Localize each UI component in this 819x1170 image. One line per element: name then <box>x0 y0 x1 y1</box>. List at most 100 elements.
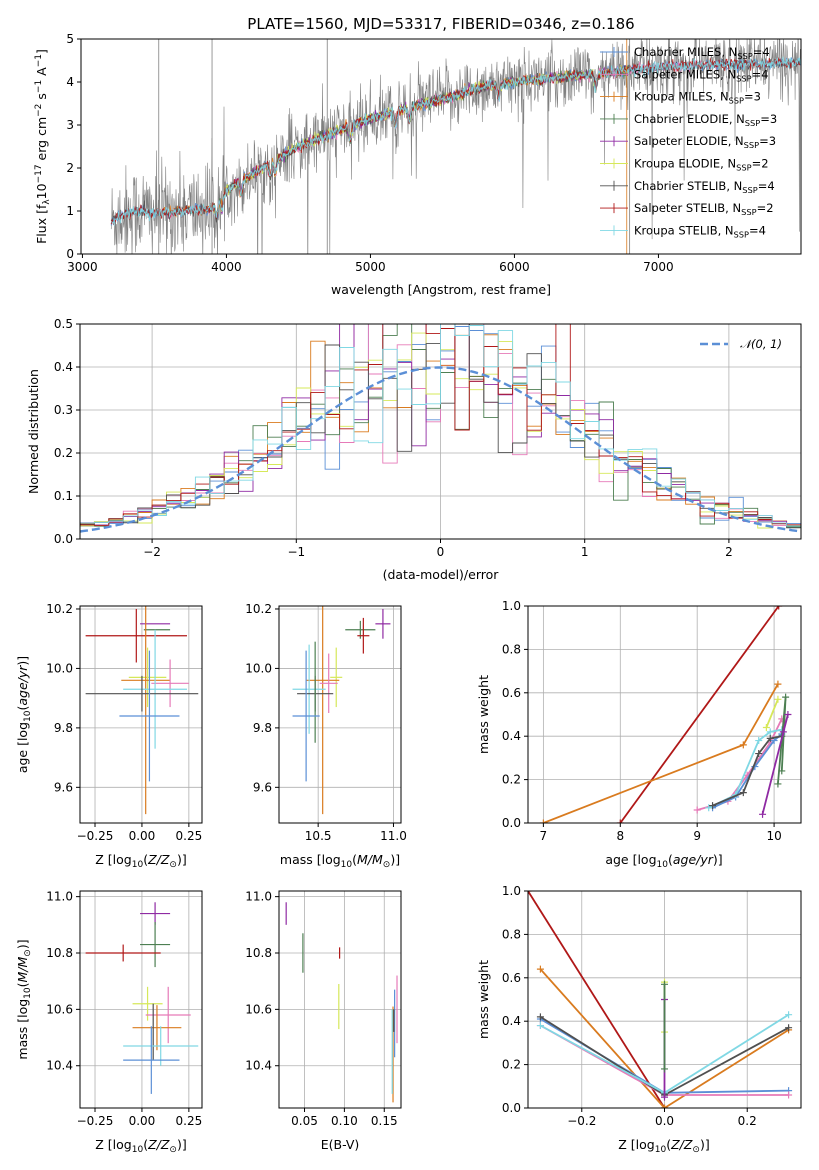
ageZ-ytick-label: 9.8 <box>54 721 73 735</box>
legend-entry: Salpeter STELIB, NSSP=2 <box>634 201 774 217</box>
ageZ-xtick-label: −0.25 <box>77 829 114 843</box>
mwAge-panel: 7 8 9 10 0.0 0.2 0.4 0.6 0.8 1.0 mass weight age [l… <box>476 599 802 870</box>
mwAge-marker <box>739 789 747 797</box>
ageZ-frame <box>79 605 203 824</box>
mwAge-series-line <box>765 698 779 728</box>
massZ-ytick-label: 10.4 <box>46 1059 73 1073</box>
massE-xtick-label: 0.10 <box>331 1114 358 1128</box>
hist-xtick-label: 0 <box>437 545 445 559</box>
massZ-ytick-label: 10.8 <box>46 946 73 960</box>
mwZ-marker <box>661 1104 668 1108</box>
mwZ-xtick-label: 0.2 <box>738 1114 757 1128</box>
hist-ytick-label: 0.3 <box>54 403 73 417</box>
hist-ytick-label: 0.0 <box>54 532 73 546</box>
mwAge-marker <box>539 819 547 823</box>
spectrum-ylabel: Flux [fλ10−17 erg cm−2 s−1 A−1] <box>34 49 52 244</box>
mwAge-marker <box>782 693 790 701</box>
mwZ-ytick-label: 1.0 <box>502 884 521 898</box>
ageM-frame <box>278 605 402 824</box>
legend-entry: Salpeter MILES, NSSP=4 <box>634 67 769 83</box>
mwZ-series-line <box>539 968 790 1108</box>
mwAge-ytick-label: 0.0 <box>502 816 521 830</box>
mwZ-marker <box>661 980 668 988</box>
legend-entry: Chabrier STELIB, NSSP=4 <box>634 179 775 195</box>
mwAge-xtick-label: 9 <box>693 829 701 843</box>
mwAge-marker <box>774 780 782 788</box>
mwZ-marker <box>785 1011 793 1019</box>
ageZ-ytick-label: 10.0 <box>46 661 73 675</box>
spectrum-model-line <box>211 64 630 220</box>
mwZ-marker <box>536 965 544 973</box>
spectrum-ytick-label: 3 <box>66 118 74 132</box>
mwAge-marker <box>693 806 701 814</box>
mwZ-xtick-label: 0.0 <box>655 1114 674 1128</box>
massE-frame <box>278 890 402 1109</box>
mwAge-marker <box>774 680 782 688</box>
spectrum-panel: PLATE=1560, MJD=53317, FIBERID=0346, z=0… <box>34 15 802 297</box>
hist-ytick-label: 0.1 <box>54 489 73 503</box>
hist-xtick-label: −1 <box>287 545 305 559</box>
spectrum-ytick-label: 1 <box>66 204 74 218</box>
mwAge-marker <box>784 711 792 718</box>
mwZ-xlabel: Z [log10(Z/Z⊙)] <box>618 1137 709 1155</box>
legend-entry: Chabrier ELODIE, NSSP=3 <box>634 112 777 128</box>
mwAge-marker <box>709 802 717 810</box>
ageM-ytick-label: 9.6 <box>253 780 272 794</box>
ageZ-ytick-label: 10.2 <box>46 602 73 616</box>
mwZ-ytick-label: 0.8 <box>502 927 521 941</box>
mwAge-xtick-label: 7 <box>540 829 548 843</box>
mwAge-series-line <box>712 733 783 809</box>
mwZ-marker <box>536 1022 544 1030</box>
spectrum-xtick-label: 3000 <box>67 260 98 274</box>
mwZ-panel: −0.2 0.0 0.2 0.0 0.2 0.4 0.6 0.8 1.0 mass weight Z… <box>476 884 802 1155</box>
spectrum-ytick-label: 5 <box>66 32 74 46</box>
mwAge-xlabel: age [log10(age/yr)] <box>605 852 722 870</box>
massE-xlabel: E(B-V) <box>321 1137 360 1152</box>
ageZ-panel: −0.25 0.00 0.25 9.6 9.8 10.0 10.2 Z [log10(Z/Z⊙… <box>15 602 203 870</box>
ageM-xlabel: mass [log10(M/M⊙)] <box>280 852 400 870</box>
hist-series <box>80 324 801 527</box>
legend-entry: Kroupa STELIB, NSSP=4 <box>634 223 766 239</box>
mwZ-ytick-label: 0.2 <box>502 1058 521 1072</box>
spectrum-ytick-label: 0 <box>66 247 74 261</box>
massZ-xlabel: Z [log10(Z/Z⊙)] <box>95 1137 186 1155</box>
mwAge-marker <box>616 819 624 823</box>
mwZ-marker <box>661 1093 668 1101</box>
histogram-panel: −2 −1 0 1 2 0.0 0.1 0.2 0.3 0.4 0.5 (data-model)/er… <box>26 317 802 582</box>
mwAge-marker <box>779 728 787 736</box>
hist-ytick-label: 0.2 <box>54 446 73 460</box>
spectrum-frame <box>80 38 802 255</box>
mwZ-frame <box>527 890 802 1109</box>
massZ-ytick-label: 10.6 <box>46 1002 73 1016</box>
spectrum-ytick-label: 2 <box>66 161 74 175</box>
mwAge-marker <box>762 724 770 732</box>
hist-ylabel: Normed distribution <box>26 369 41 494</box>
mwAge-marker <box>778 767 786 775</box>
mwAge-marker <box>755 737 763 745</box>
hist-ytick-label: 0.4 <box>54 360 73 374</box>
mwAge-xtick-label: 10 <box>766 829 781 843</box>
mwAge-marker <box>739 741 747 749</box>
massE-ytick-label: 10.6 <box>245 1002 272 1016</box>
gaussian-curve <box>80 366 801 533</box>
mwZ-ytick-label: 0.0 <box>502 1101 521 1115</box>
massE-panel: 0.05 0.10 0.15 10.4 10.6 10.8 11.0 E(B-V) <box>245 890 402 1152</box>
spectrum-title: PLATE=1560, MJD=53317, FIBERID=0346, z=0… <box>247 15 634 33</box>
mwZ-marker <box>785 1091 793 1099</box>
hist-legend-label: 𝒩(0, 1) <box>740 337 782 351</box>
mwZ-ytick-label: 0.6 <box>502 971 521 985</box>
massZ-xtick-label: −0.25 <box>77 1114 114 1128</box>
ageZ-xlabel: Z [log10(Z/Z⊙)] <box>95 852 186 870</box>
spectrum-xtick-label: 4000 <box>211 260 242 274</box>
mwAge-marker <box>759 810 767 818</box>
ageM-panel: 10.5 11.0 9.6 9.8 10.0 10.2 mass [log10(M/M⊙)] <box>245 602 407 870</box>
spectrum-model-line <box>111 56 801 226</box>
mwAge-ytick-label: 0.8 <box>502 642 521 656</box>
ageZ-ylabel: age [log10(age/yr)] <box>15 656 33 773</box>
mwAge-marker <box>705 804 713 812</box>
spectrum-xtick-label: 7000 <box>643 260 674 274</box>
mwAge-ytick-label: 0.2 <box>502 773 521 787</box>
ageZ-xtick-label: 0.00 <box>129 829 156 843</box>
legend-entry: Salpeter ELODIE, NSSP=3 <box>634 134 776 150</box>
massZ-ytick-label: 11.0 <box>46 890 73 904</box>
